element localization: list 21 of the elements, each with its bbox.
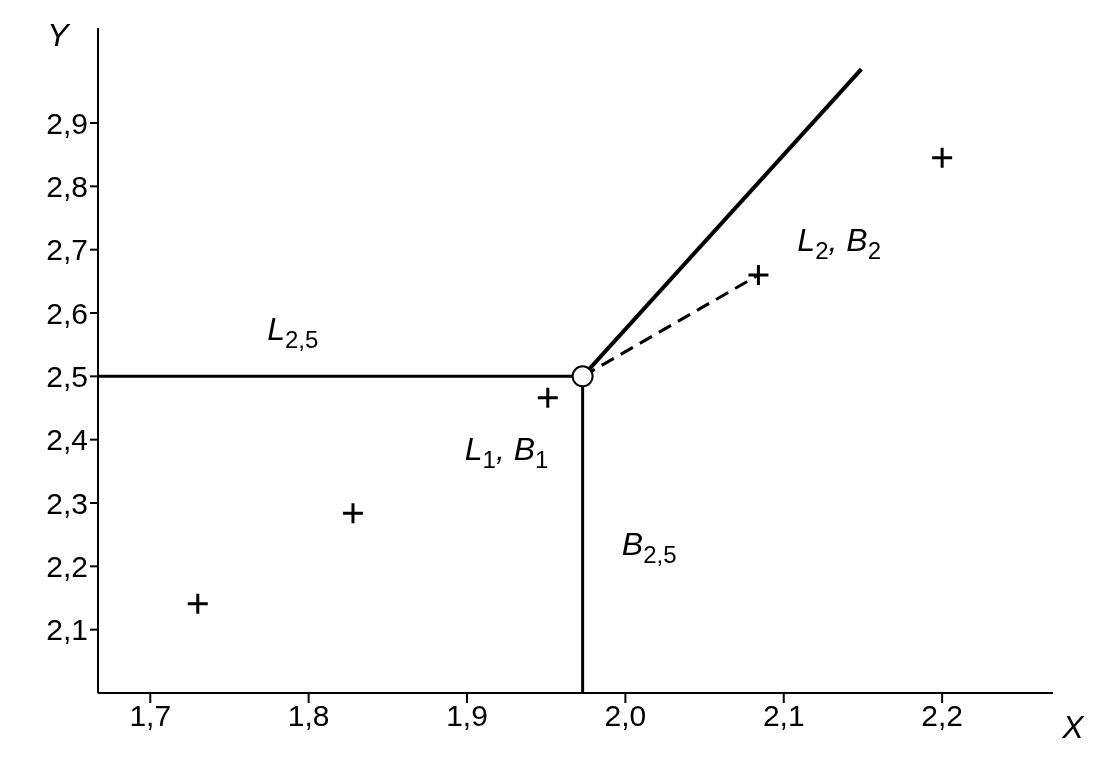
annotation: L$_{2,5}$: [267, 311, 319, 353]
annotation: L$_{1}$, B$_{1}$: [464, 431, 549, 474]
y-axis-title: Y: [47, 17, 72, 53]
x-axis-title: X: [1061, 709, 1086, 745]
y-tick-label: 2,7: [46, 233, 88, 267]
y-tick-label: 2,8: [46, 169, 88, 203]
x-tick-label: 1,8: [287, 699, 330, 733]
annotation: L$_{2}$, B$_{2}$: [797, 222, 882, 265]
y-tick-label: 2,4: [46, 423, 88, 457]
y-tick-label: 2,6: [46, 296, 88, 330]
y-tick-label: 2,5: [46, 359, 88, 393]
x-tick-label: 2,0: [604, 699, 647, 733]
x-tick-label: 1,7: [129, 699, 172, 733]
x-tick-label: 2,1: [762, 699, 805, 733]
x-tick-label: 1,9: [446, 699, 488, 733]
y-tick-label: 2,3: [46, 486, 88, 520]
y-tick-label: 2,1: [46, 613, 88, 647]
x-tick-label: 2,2: [921, 699, 963, 733]
y-tick-label: 2,9: [46, 106, 88, 140]
annotation: B$_{2,5}$: [621, 526, 677, 569]
y-tick-label: 2,2: [46, 549, 88, 583]
